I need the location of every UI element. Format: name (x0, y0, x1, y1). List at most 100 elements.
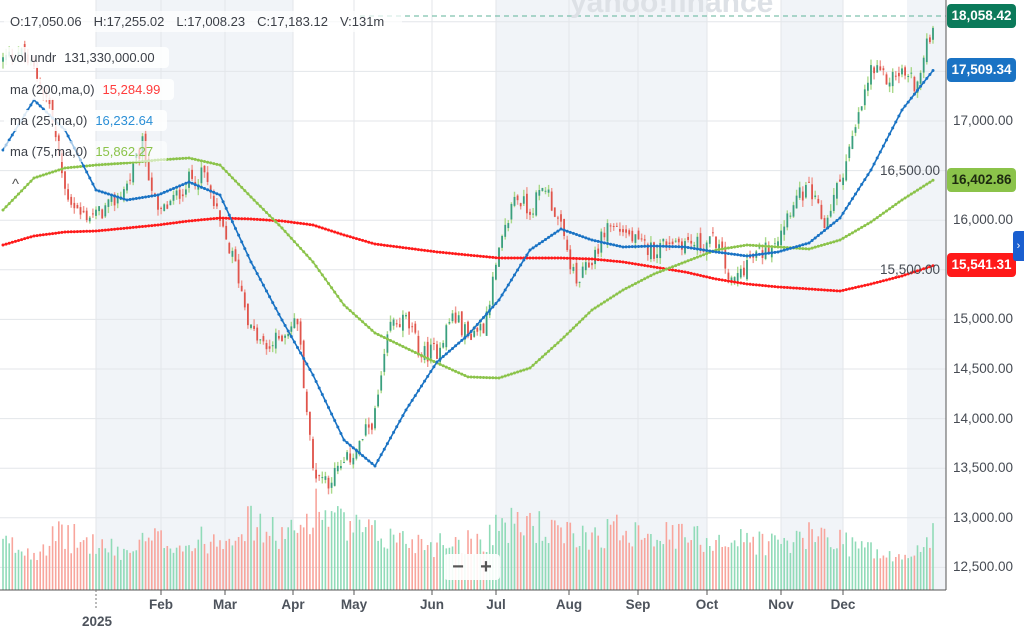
ma25-point (528, 248, 532, 252)
ma75-point (891, 205, 895, 209)
volume-bar (891, 561, 894, 590)
expand-panel-chevron-icon[interactable]: › (1013, 231, 1024, 261)
candle-body (417, 335, 420, 356)
ma200-point (327, 228, 330, 232)
ma25-point (466, 333, 470, 337)
candle-body (126, 183, 128, 191)
zoom-in-button[interactable]: + (480, 556, 492, 578)
ma75-point (587, 311, 591, 315)
ma200-point (72, 230, 76, 234)
ma200-point (714, 277, 718, 281)
ma75-point (779, 245, 783, 249)
ma200-point (141, 224, 144, 228)
ma75-point (516, 370, 520, 374)
legend-ma75[interactable]: ma (75,ma,0) 15,862.27 (4, 141, 168, 162)
candle-body (467, 321, 469, 334)
volume-bar (423, 550, 426, 590)
ma75-point (4, 205, 8, 209)
ma200-point (125, 226, 129, 230)
candle-body (677, 238, 680, 243)
ma25-point (683, 245, 687, 249)
ma200-point (305, 222, 309, 226)
volume-bar (653, 546, 655, 590)
collapse-legend-chevron-icon[interactable]: ^ (12, 176, 20, 193)
ma25-point (779, 249, 783, 253)
ma25-point (767, 251, 771, 255)
ma200-point (218, 216, 222, 220)
candle-body (913, 76, 916, 92)
volume-bar (554, 520, 556, 590)
volume-bar (544, 536, 547, 590)
ma75-point (646, 275, 650, 279)
ma25-point (389, 436, 392, 440)
candle-body (268, 346, 271, 349)
ma200-point (336, 231, 340, 235)
ma200-point (702, 274, 706, 278)
ma200-point (745, 282, 749, 286)
ma200-point (590, 257, 594, 261)
ma200-point (872, 281, 876, 285)
volume-bar (27, 548, 29, 590)
ma75-point (240, 185, 244, 189)
ma75-point (637, 280, 640, 284)
ma200-point (311, 223, 315, 227)
ma25-point (413, 394, 417, 398)
legend-ma200[interactable]: ma (200,ma,0) 15,284.99 (4, 79, 175, 100)
ma25-point (376, 458, 380, 462)
volume-bar (417, 534, 420, 590)
ma75-point (212, 162, 216, 166)
candle-body (305, 391, 308, 413)
volume-bar (792, 542, 795, 590)
candle-body (715, 236, 717, 248)
ma75-point (100, 163, 104, 167)
candle-body (718, 244, 720, 252)
ma200-point (795, 286, 799, 290)
ma75-point (702, 253, 706, 257)
candle-body (578, 281, 581, 283)
ma200-point (500, 256, 504, 260)
volume-bar (330, 511, 333, 590)
volume-bar (194, 548, 196, 590)
ma200-point (553, 256, 557, 260)
zoom-out-button[interactable]: − (452, 556, 464, 578)
legend-volume[interactable]: vol undr 131,330,000.00 (4, 47, 169, 68)
candle-body (724, 246, 727, 269)
ma75-point (875, 216, 879, 220)
ma75-point (311, 260, 315, 264)
ma200-point (922, 267, 926, 271)
candle-body (507, 223, 510, 229)
ma25-point (423, 379, 427, 383)
ma75-point (268, 214, 272, 218)
volume-bar (337, 506, 339, 590)
ma75-point (85, 164, 89, 168)
ma200-point (891, 276, 895, 280)
volume-bar (346, 540, 348, 590)
ma25-point (810, 239, 814, 243)
ma200-point (770, 284, 774, 288)
ma200-point (466, 253, 470, 257)
ma25-point (668, 244, 671, 248)
ma75-point (553, 344, 557, 348)
volume-bar (740, 529, 742, 590)
ma75-point (705, 252, 709, 256)
ma75-point (323, 277, 327, 281)
ma75-point (426, 356, 430, 360)
legend-ma25[interactable]: ma (25,ma,0) 16,232.64 (4, 110, 168, 131)
ma200-point (779, 285, 783, 289)
candle-body (668, 242, 671, 244)
ma25-point (863, 178, 867, 182)
ma200-point (23, 237, 27, 241)
ma200-point (640, 263, 644, 267)
ma25-point (460, 338, 464, 342)
ma200-point (447, 251, 451, 255)
candle-body (296, 318, 299, 325)
ma200-point (54, 231, 58, 235)
candle-body (662, 238, 665, 242)
ma200-point (885, 278, 888, 282)
volume-bar (876, 549, 878, 590)
ma200-point (556, 256, 560, 260)
volume-bar (219, 540, 221, 590)
volume-bar (271, 517, 274, 590)
candle-body (557, 217, 559, 219)
